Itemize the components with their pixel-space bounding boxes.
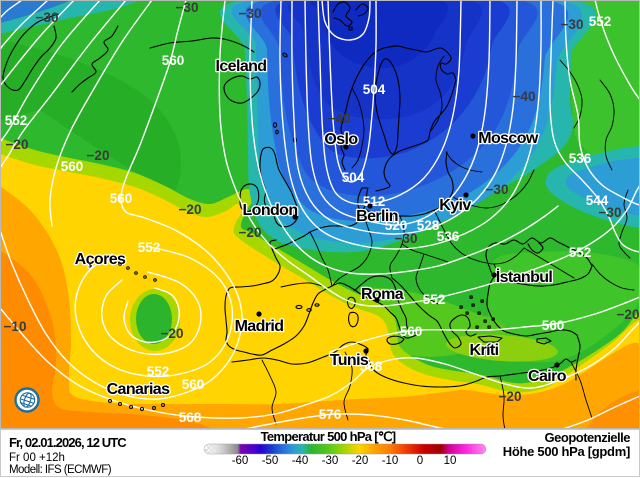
svg-text:−30: −30 (176, 0, 199, 15)
svg-text:552: 552 (147, 364, 170, 379)
svg-text:Moscow: Moscow (478, 130, 539, 147)
svg-text:−10: −10 (4, 319, 27, 334)
svg-text:576: 576 (319, 407, 342, 422)
svg-text:536: 536 (569, 151, 592, 166)
svg-text:552: 552 (423, 292, 446, 307)
svg-text:Geopotenzielle: Geopotenzielle (545, 430, 631, 445)
svg-text:Temperatur 500 hPa [℃]: Temperatur 500 hPa [℃] (261, 429, 396, 444)
svg-text:−30: −30 (561, 17, 584, 32)
svg-text:504: 504 (363, 82, 386, 97)
svg-text:Roma: Roma (361, 286, 404, 303)
svg-text:−30: −30 (395, 231, 418, 246)
svg-text:552: 552 (569, 245, 592, 260)
svg-text:−40: −40 (328, 111, 351, 126)
svg-text:-40: -40 (292, 455, 309, 467)
svg-text:London: London (242, 202, 297, 219)
svg-text:−40: −40 (513, 89, 536, 104)
svg-text:-30: -30 (322, 455, 339, 467)
svg-text:Höhe 500 hPa [gpdm]: Höhe 500 hPa [gpdm] (503, 444, 630, 459)
svg-text:Kríti: Kríti (469, 342, 498, 359)
svg-text:568: 568 (179, 410, 202, 425)
svg-text:−30: −30 (239, 6, 262, 21)
svg-text:504: 504 (342, 170, 365, 185)
svg-text:-60: -60 (232, 455, 249, 467)
svg-text:536: 536 (437, 229, 460, 244)
svg-text:−20: −20 (239, 225, 262, 240)
svg-text:−20: −20 (87, 148, 110, 163)
svg-text:568: 568 (360, 359, 383, 374)
svg-text:Açores: Açores (75, 251, 126, 268)
svg-text:Berlin: Berlin (356, 208, 398, 225)
svg-text:Kyiv: Kyiv (439, 197, 471, 214)
svg-text:512: 512 (363, 194, 386, 209)
svg-text:0: 0 (417, 455, 423, 467)
svg-text:560: 560 (542, 318, 565, 333)
svg-text:552: 552 (589, 14, 612, 29)
svg-text:560: 560 (182, 377, 205, 392)
svg-text:−30: −30 (599, 205, 622, 220)
svg-text:−20: −20 (179, 202, 202, 217)
svg-text:520: 520 (385, 218, 408, 233)
svg-text:−30: −30 (486, 182, 509, 197)
svg-text:Iceland: Iceland (216, 58, 267, 75)
svg-text:560: 560 (162, 53, 185, 68)
svg-text:Fr, 02.01.2026, 12 UTC: Fr, 02.01.2026, 12 UTC (9, 435, 127, 450)
svg-text:560: 560 (61, 159, 84, 174)
svg-text:544: 544 (586, 193, 609, 208)
svg-text:-10: -10 (382, 455, 399, 467)
svg-text:528: 528 (417, 218, 440, 233)
svg-text:Tunis: Tunis (330, 352, 369, 369)
svg-text:−20: −20 (499, 389, 522, 404)
svg-text:10: 10 (444, 455, 457, 467)
svg-text:Fr 00 +12h: Fr 00 +12h (9, 452, 65, 464)
svg-text:552: 552 (5, 113, 28, 128)
svg-text:552: 552 (138, 240, 161, 255)
svg-text:Madrid: Madrid (235, 318, 284, 335)
svg-text:−20: −20 (617, 307, 640, 322)
svg-text:Cairo: Cairo (528, 368, 567, 385)
svg-text:İstanbul: İstanbul (496, 268, 553, 286)
svg-text:-50: -50 (262, 455, 279, 467)
svg-text:-20: -20 (352, 455, 369, 467)
svg-text:Modell: IFS (ECMWF): Modell: IFS (ECMWF) (9, 464, 112, 476)
svg-text:Canarias: Canarias (107, 381, 170, 398)
svg-text:−20: −20 (161, 326, 184, 341)
svg-text:560: 560 (110, 191, 133, 206)
svg-text:−30: −30 (36, 10, 59, 25)
svg-text:560: 560 (400, 324, 423, 339)
svg-text:Oslo: Oslo (324, 131, 358, 148)
svg-text:−20: −20 (6, 137, 29, 152)
